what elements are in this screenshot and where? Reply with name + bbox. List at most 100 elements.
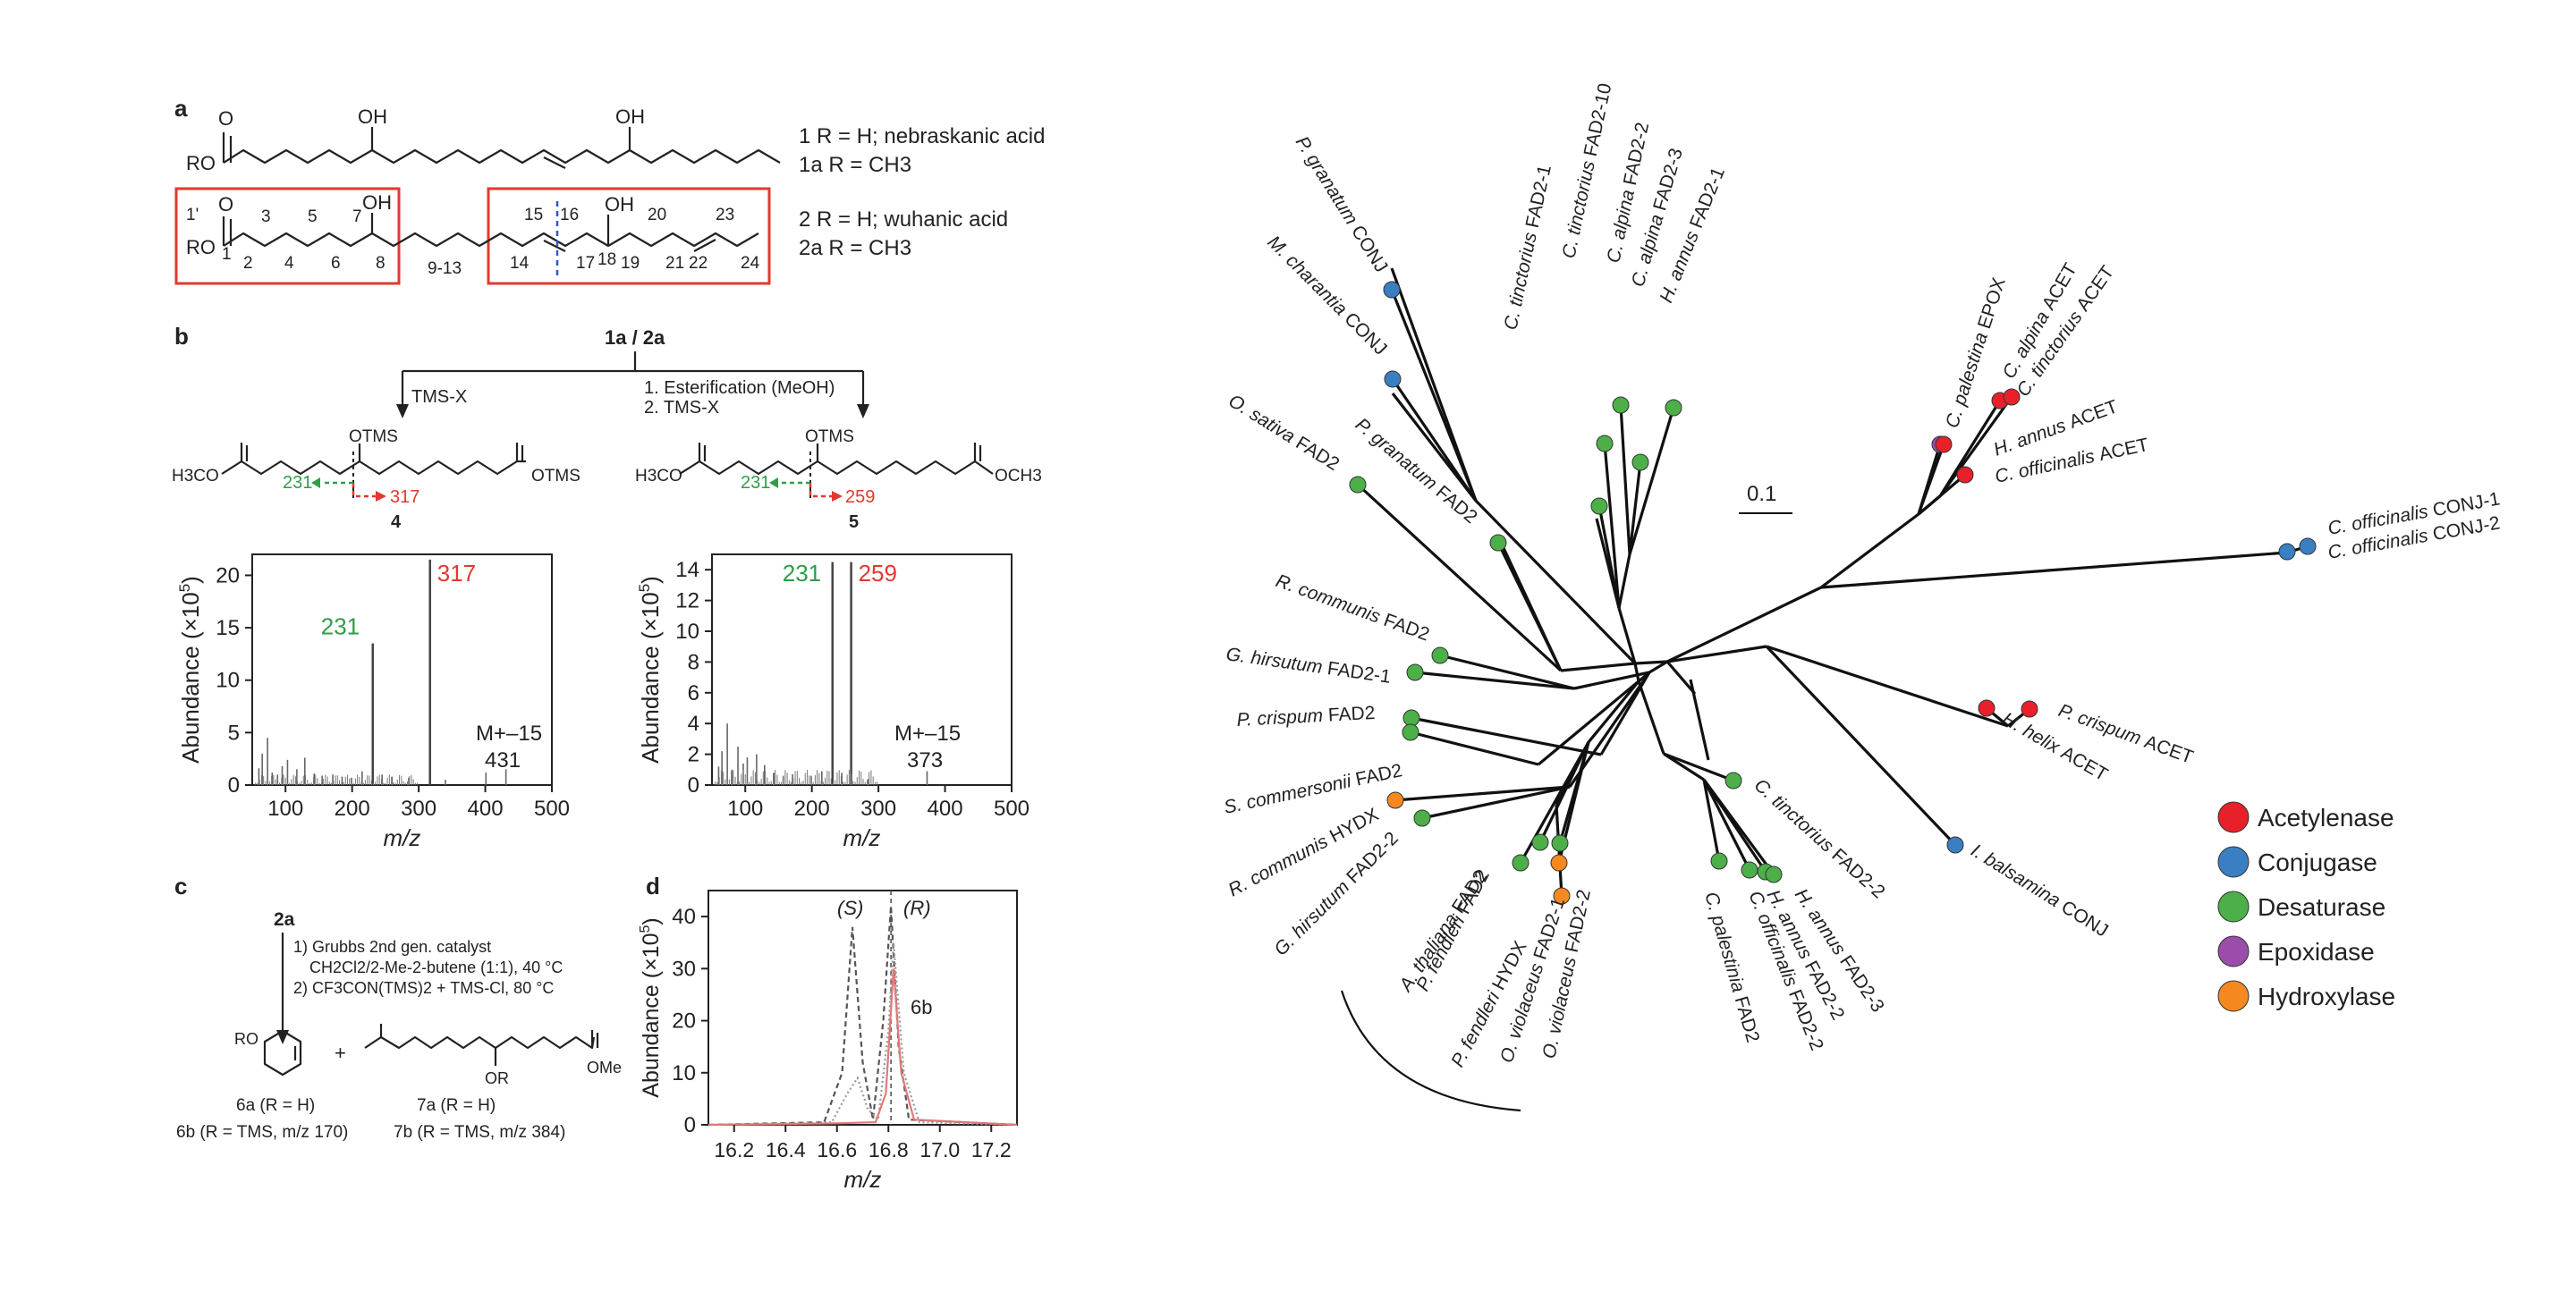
- mplus-right-text: M+–15: [894, 722, 961, 746]
- y-tick-label: 30: [672, 957, 696, 981]
- leaf-gene: ACET: [2057, 742, 2111, 785]
- leaf-species: R. communis: [1225, 829, 1336, 901]
- carbon-number: 1: [222, 245, 232, 264]
- step1-c: 1) Grubbs 2nd gen. catalyst: [293, 938, 491, 956]
- green-arrowhead-5: [769, 477, 778, 488]
- x-tick-label: 16.6: [817, 1138, 857, 1161]
- leaf-species: O. sativa: [1224, 391, 1302, 451]
- leaf-branch: [1439, 654, 1575, 690]
- leaf-branch: [1619, 404, 1631, 555]
- h3co-left: H3CO: [172, 467, 219, 486]
- carbon-number: 22: [689, 254, 708, 273]
- carbon-number: 6: [331, 254, 341, 273]
- product-7-oh: [494, 1030, 599, 1066]
- y-axis-close: ): [639, 917, 664, 925]
- leaf-node: [1402, 723, 1419, 741]
- leaf-label: R. communis HYDX: [1225, 804, 1383, 900]
- tree-branches: [1356, 267, 2309, 897]
- peak-label: 231: [321, 613, 360, 640]
- leaf-branch: [1702, 779, 1751, 871]
- tree-branch: [1648, 660, 1668, 674]
- panel-c: c 2a 1) Grubbs 2nd gen. catalyst CH2Cl2/…: [174, 873, 622, 1142]
- leaf-node: [1724, 772, 1742, 790]
- x-tick-label: 100: [267, 797, 303, 821]
- leaf-gene: FAD2: [1731, 994, 1764, 1045]
- molecule-1-oh-a: OH: [358, 106, 387, 128]
- legend-label: Hydroxylase: [2258, 983, 2395, 1010]
- leaf-node: [1946, 836, 1964, 854]
- leaf-species: S. commersonii: [1222, 770, 1358, 818]
- leaf-node: [1402, 709, 1420, 727]
- tree-branch: [1666, 586, 1822, 663]
- leaf-node: [1384, 370, 1402, 388]
- y-axis-label: Abundance (×105): [176, 576, 204, 764]
- molecule-2-double-bond: [543, 239, 716, 252]
- leaf-branch: [1917, 443, 1945, 515]
- red-arrowhead-4: [376, 491, 386, 502]
- leaf-label: O. sativa FAD2: [1224, 391, 1343, 475]
- leaf-gene: FAD2: [1327, 703, 1376, 726]
- legend-swatch: [2217, 846, 2250, 878]
- leaf-branch: [1765, 645, 1957, 847]
- leaf-species: C. alpina: [1628, 207, 1670, 290]
- leaf-node: [1596, 435, 1614, 452]
- molecule-2-carbonyl: [222, 216, 233, 246]
- right-reaction-step-1: 1. Esterification (MeOH): [644, 378, 835, 398]
- leaf-branch: [1702, 779, 1775, 875]
- start-compound-2a: 2a: [274, 909, 295, 930]
- compound-2-name: 2 R = H; wuhanic acid: [799, 207, 1008, 232]
- tree-branch: [1637, 680, 1665, 755]
- start-compound: 1a / 2a: [605, 326, 665, 349]
- molecule-1-ro: RO: [186, 152, 216, 174]
- carbon-number: 24: [741, 254, 760, 273]
- peak-6b-label: 6b: [911, 996, 932, 1018]
- y-tick-label: 14: [675, 558, 699, 582]
- x-tick-label: 500: [994, 797, 1030, 821]
- y-axis-close: ): [637, 576, 664, 584]
- tree-branch: [1587, 680, 1640, 744]
- y-tick-label: 20: [216, 563, 240, 587]
- carbon-number: 17: [576, 254, 595, 273]
- leaf-branch: [1628, 407, 1675, 555]
- leaf-branch: [1421, 785, 1571, 820]
- x-tick-label: 17.2: [971, 1138, 1012, 1161]
- compound-5-label: 5: [849, 512, 859, 532]
- leaf-species: C. palestinia: [1700, 890, 1750, 1000]
- leaf-species: M. charantia: [1263, 232, 1354, 323]
- molecule-1-o: O: [218, 107, 233, 130]
- legend-swatch: [2217, 891, 2250, 923]
- tree-branch: [1560, 662, 1636, 672]
- carbon-number: 5: [308, 207, 318, 226]
- carbon-number: 9-13: [428, 259, 462, 278]
- mass-spectrum-4: 100 200 300 400 500 0 5 10 15 20 317 231 Abundance (…: [176, 553, 570, 851]
- leaf-gene: CONJ: [1347, 222, 1392, 276]
- y-axis-exponent: 5: [176, 584, 193, 592]
- leaf-gene: FAD2-2: [1827, 845, 1888, 903]
- leaf-node: [1956, 466, 1974, 484]
- plot-frame: [251, 553, 553, 786]
- leaf-label: P. granatum FAD2: [1352, 414, 1481, 528]
- molecule-2-oh-b: OH: [605, 193, 634, 215]
- carbon-number: 15: [524, 206, 543, 224]
- leaf-node: [1978, 699, 1996, 717]
- tree-branch: [1666, 645, 1767, 663]
- y-tick-label: 40: [672, 905, 696, 929]
- x-tick-label: 16.8: [869, 1138, 909, 1161]
- frag-317-left: 317: [390, 487, 419, 507]
- leaf-gene: ACET: [2097, 435, 2151, 465]
- leaf-node: [1386, 791, 1404, 809]
- x-tick-label: 17.0: [919, 1138, 960, 1161]
- leaf-species: C. tinctorius: [1750, 775, 1842, 860]
- x-tick-label: 300: [401, 797, 436, 821]
- leaf-species: C. tinctorius: [1500, 225, 1542, 332]
- leaf-label: P. fendleri FAD2: [1412, 866, 1494, 994]
- legend-label: Desaturase: [2258, 893, 2385, 921]
- legend-label: Acetylenase: [2258, 804, 2394, 832]
- leaf-label: P. crispum FAD2: [1236, 703, 1376, 730]
- carbon-number: 14: [510, 254, 530, 273]
- frag-231-right: 231: [741, 473, 770, 493]
- green-arrowhead-4: [311, 477, 320, 488]
- leaf-label: R. communis FAD2: [1273, 570, 1432, 645]
